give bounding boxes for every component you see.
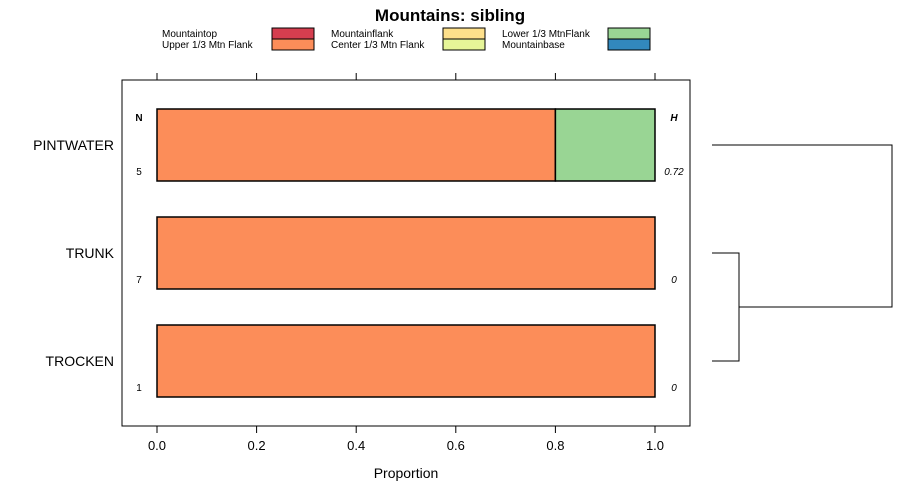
legend-label-mountainbase: Mountainbase [502, 40, 565, 51]
chart-title: Mountains: sibling [375, 6, 525, 25]
x-axis: 0.0 0.2 0.4 0.6 0.8 1.0 [148, 426, 664, 453]
bar-trunk-upper-1-3-mtn-flank [156, 216, 656, 290]
n-value-pintwater: 5 [136, 167, 142, 178]
h-value-trunk: 0 [671, 275, 677, 286]
plot-panel [121, 79, 691, 427]
legend-swatch-mountainflank [442, 27, 486, 40]
h-column-header: H [670, 113, 678, 124]
category-label-trocken: TROCKEN [46, 353, 114, 369]
dendrogram [712, 144, 893, 362]
legend-label-mountainflank: Mountainflank [331, 29, 394, 40]
legend-swatch-lower-1-3-mtnflank [607, 27, 651, 40]
legend-swatch-mountainbase [607, 38, 651, 51]
x-tick-label: 0.2 [248, 438, 266, 453]
legend-label-center-1-3-mtn-flank: Center 1/3 Mtn Flank [331, 40, 425, 51]
n-value-trunk: 7 [136, 275, 142, 286]
legend-label-lower-1-3-mtnflank: Lower 1/3 MtnFlank [502, 29, 591, 40]
row-annotations: 5 0.72 7 0 1 0 [136, 167, 684, 394]
h-value-pintwater: 0.72 [664, 167, 684, 178]
legend-label-upper-1-3-mtn-flank: Upper 1/3 Mtn Flank [162, 40, 254, 51]
category-label-pintwater: PINTWATER [33, 137, 114, 153]
bars [156, 108, 656, 398]
top-axis-ticks [156, 73, 656, 80]
x-axis-title: Proportion [374, 465, 439, 481]
bar-trocken-upper-1-3-mtn-flank [156, 324, 656, 398]
x-tick-label: 0.4 [347, 438, 365, 453]
x-tick-label: 0.6 [447, 438, 465, 453]
category-label-trunk: TRUNK [66, 245, 115, 261]
dendrogram-merge-trunk-trocken [712, 252, 740, 362]
x-tick-label: 0.8 [546, 438, 564, 453]
h-value-trocken: 0 [671, 383, 677, 394]
legend-swatch-center-1-3-mtn-flank [442, 38, 486, 51]
dendrogram-merge-pintwater [712, 144, 893, 308]
n-column-header: N [135, 113, 142, 124]
x-tick-label: 0.0 [148, 438, 166, 453]
legend: Mountaintop Mountainflank Lower 1/3 MtnFla… [162, 27, 651, 51]
bar-pintwater-lower-1-3-mtnflank [554, 108, 656, 182]
n-value-trocken: 1 [136, 383, 142, 394]
legend-swatch-upper-1-3-mtn-flank [271, 38, 315, 51]
bar-pintwater-upper-1-3-mtn-flank [156, 108, 557, 182]
x-tick-label: 1.0 [646, 438, 664, 453]
legend-swatch-mountaintop [271, 27, 315, 40]
legend-label-mountaintop: Mountaintop [162, 29, 217, 40]
category-labels: PINTWATER TRUNK TROCKEN [33, 137, 115, 369]
